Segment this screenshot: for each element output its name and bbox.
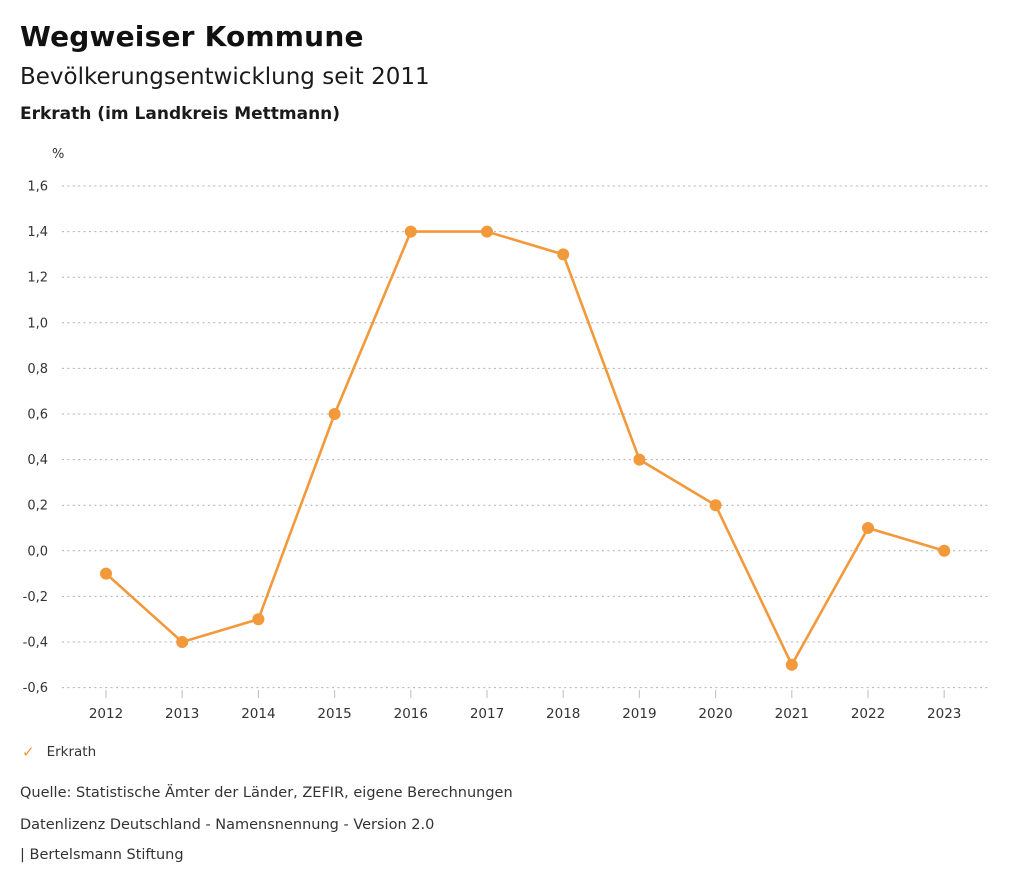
y-axis-unit-label: % — [52, 147, 64, 162]
data-point[interactable] — [862, 522, 874, 534]
page-title: Wegweiser Kommune — [20, 20, 364, 53]
series-line-erkrath — [104, 230, 946, 667]
attribution-text: | Bertelsmann Stiftung — [20, 847, 184, 863]
x-axis-label: 2018 — [546, 706, 580, 722]
data-point[interactable] — [633, 453, 646, 466]
legend-label: Erkrath — [46, 744, 97, 760]
data-point[interactable] — [404, 225, 417, 238]
y-axis-label: 1,4 — [27, 225, 48, 240]
data-point[interactable] — [785, 658, 798, 671]
y-axis-label: 0,2 — [27, 499, 48, 514]
x-axis-label: 2023 — [927, 706, 961, 722]
y-axis-label: -0,6 — [23, 681, 48, 696]
y-axis-label: 0,0 — [27, 544, 48, 559]
y-axis-label: 0,8 — [27, 362, 48, 377]
data-point[interactable] — [100, 567, 112, 580]
y-axis-label: 1,0 — [27, 316, 48, 331]
region-subtitle: Erkrath (im Landkreis Mettmann) — [20, 104, 341, 124]
license-text: Datenlizenz Deutschland - Namensnennung … — [20, 817, 435, 833]
data-point[interactable] — [709, 499, 722, 512]
source-text: Quelle: Statistische Ämter der Länder, Z… — [20, 785, 513, 801]
x-axis-label: 2016 — [394, 706, 428, 722]
data-point[interactable] — [252, 613, 265, 626]
y-axis-label: -0,4 — [23, 636, 48, 651]
chart-svg: 1,6 1,4 1,2 1,0 0,8 0,6 0,4 0,2 0,0 -0,2 -0,4 -0,6%… — [23, 147, 990, 722]
y-axis-label: 0,4 — [27, 453, 48, 468]
data-point[interactable] — [176, 636, 189, 648]
x-axis-label: 2015 — [317, 706, 351, 722]
y-axis-label: 1,6 — [27, 180, 48, 195]
y-axis-label: -0,2 — [23, 590, 48, 605]
x-axis-label: 2020 — [698, 706, 732, 722]
data-point[interactable] — [557, 248, 570, 261]
x-axis-label: 2013 — [165, 706, 199, 722]
x-axis-label: 2014 — [241, 706, 275, 722]
data-point[interactable] — [938, 544, 951, 557]
x-axis-label: 2021 — [775, 706, 809, 722]
chart-title: Bevölkerungsentwicklung seit 2011 — [20, 64, 430, 90]
x-axis-label: 2019 — [622, 706, 656, 722]
check-icon: ✓ — [22, 742, 35, 761]
y-axis-label: 1,2 — [27, 271, 48, 286]
y-axis-label: 0,6 — [27, 408, 48, 423]
data-point[interactable] — [481, 225, 493, 238]
x-axis-label: 2017 — [470, 706, 504, 722]
chart-area: 1,6 1,4 1,2 1,0 0,8 0,6 0,4 0,2 0,0 -0,2 -0,4 -0,6%… — [0, 140, 1024, 730]
data-point[interactable] — [328, 408, 341, 420]
x-axis-label: 2012 — [89, 706, 123, 722]
x-axis-label: 2022 — [851, 706, 885, 722]
legend-item-erkrath[interactable]: ✓ Erkrath — [22, 744, 96, 760]
